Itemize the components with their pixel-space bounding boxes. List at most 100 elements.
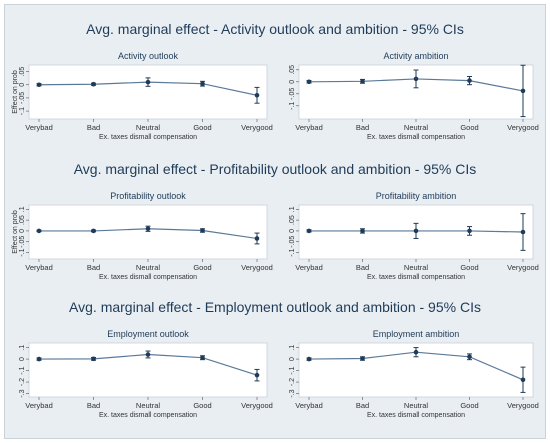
y-tick-label: .1 [19, 345, 26, 351]
y-tick-label: -.3 [19, 389, 26, 397]
data-point [467, 78, 472, 83]
x-tick-label: Verybad [295, 263, 323, 272]
panel-title: Employment ambition [373, 329, 460, 339]
y-tick-label: -.05 [19, 236, 26, 248]
data-point [520, 88, 526, 94]
x-axis-label: Ex. taxes dismall compensation [367, 134, 465, 141]
panel-title: Employment outlook [107, 329, 189, 339]
x-tick-label: Good [460, 401, 478, 410]
figure: Avg. marginal effect - Activity outlook … [4, 4, 546, 439]
chart-employment-ambition: Employment ambition .1 0 -.1 -.2 -.3 Verybad Ba… [289, 329, 539, 419]
x-tick-label: Verybad [295, 123, 323, 132]
x-tick-label: Bad [356, 401, 369, 410]
y-tick-label: -.05 [289, 88, 296, 100]
x-axis-label: Ex. taxes dismall compensation [99, 412, 197, 419]
data-point [36, 82, 42, 88]
x-tick-label: Verygood [507, 263, 539, 272]
y-tick-label: .1 [289, 206, 296, 212]
y-tick-label: -.1 [19, 248, 26, 256]
y-tick-label: 0 [19, 83, 26, 87]
data-point [200, 81, 205, 87]
data-point [306, 79, 312, 85]
x-tick-label: Good [193, 401, 211, 410]
x-axis-label: Ex. taxes dismall compensation [99, 134, 197, 141]
y-tick-label: .05 [19, 215, 26, 225]
y-tick-label: 0 [289, 80, 296, 84]
data-point [200, 355, 205, 361]
y-tick-label: 0 [289, 229, 296, 233]
plot-area [28, 64, 268, 120]
row-title-employment: Avg. marginal effect - Employment outloo… [69, 299, 481, 315]
x-tick-label: Verybad [295, 401, 323, 410]
y-tick-label: -.2 [289, 378, 296, 386]
data-point [145, 226, 151, 232]
x-tick-label: Neutral [404, 401, 429, 410]
y-tick-label: -.3 [289, 389, 296, 397]
data-point [413, 76, 419, 82]
x-tick-label: Good [193, 123, 211, 132]
panel-title: Activity ambition [383, 51, 448, 61]
data-point [145, 352, 151, 357]
plot-area [28, 204, 268, 260]
data-point [91, 81, 96, 87]
x-tick-label: Bad [87, 123, 100, 132]
x-tick-label: Verygood [507, 123, 539, 132]
y-tick-label: 0 [289, 357, 296, 361]
y-tick-label: 0 [19, 357, 26, 361]
data-point [520, 377, 526, 383]
x-tick-label: Verygood [241, 263, 273, 272]
panel-title: Profitability outlook [110, 191, 186, 201]
x-tick-label: Bad [356, 263, 369, 272]
x-tick-label: Verygood [241, 401, 273, 410]
y-tick-label: -.2 [19, 378, 26, 386]
data-point [467, 354, 472, 360]
data-point [360, 79, 365, 84]
x-axis-label: Ex. taxes dismall compensation [367, 412, 465, 419]
data-point [306, 356, 312, 362]
data-point [360, 228, 365, 234]
chart-activity-ambition: Activity ambition .05 0 -.05 -.1 Verybad Bad Ne… [289, 51, 539, 141]
data-point [413, 349, 419, 355]
x-tick-label: Verybad [25, 123, 53, 132]
x-tick-label: Verybad [25, 263, 53, 272]
x-tick-label: Good [193, 263, 211, 272]
y-tick-label: -.1 [19, 366, 26, 374]
data-point [254, 372, 260, 378]
x-axis-label: Ex. taxes dismall compensation [367, 274, 465, 281]
x-tick-label: Neutral [136, 263, 161, 272]
y-tick-label: -.05 [289, 236, 296, 248]
y-tick-label: .1 [19, 206, 26, 212]
data-point [36, 356, 42, 362]
data-point [360, 356, 365, 361]
x-tick-label: Neutral [136, 401, 161, 410]
x-tick-label: Bad [356, 123, 369, 132]
x-tick-label: Good [460, 123, 478, 132]
data-point [254, 236, 260, 241]
x-tick-label: Verybad [25, 401, 53, 410]
data-point [520, 229, 526, 235]
y-tick-label: -.05 [19, 92, 26, 104]
data-point [200, 228, 205, 233]
row-title-activity: Avg. marginal effect - Activity outlook … [86, 21, 464, 37]
x-tick-label: Verygood [507, 401, 539, 410]
y-axis-label: Effect on prob [12, 70, 19, 114]
panel-title: Profitability ambition [376, 191, 457, 201]
data-point [91, 228, 96, 234]
y-tick-label: .05 [19, 67, 26, 77]
chart-profitability-ambition: Profitability ambition .1 .05 0 -.05-.1 Veryb… [289, 191, 539, 281]
y-tick-label: 0 [19, 229, 26, 233]
x-tick-label: Neutral [404, 263, 429, 272]
x-tick-label: Neutral [136, 123, 161, 132]
x-tick-label: Neutral [404, 123, 429, 132]
data-point [36, 228, 42, 234]
x-tick-label: Bad [87, 401, 100, 410]
x-tick-label: Verygood [241, 123, 273, 132]
x-axis-label: Ex. taxes dismall compensation [99, 274, 197, 281]
y-tick-label: .1 [289, 345, 296, 351]
row-title-profitability: Avg. marginal effect - Profitability out… [73, 161, 477, 177]
chart-employment-outlook: Employment outlook .1 0 -.1 -.2 -.3 Verybad Bad… [19, 329, 273, 419]
data-point [91, 356, 96, 362]
data-point [467, 228, 472, 234]
x-tick-label: Bad [87, 263, 100, 272]
